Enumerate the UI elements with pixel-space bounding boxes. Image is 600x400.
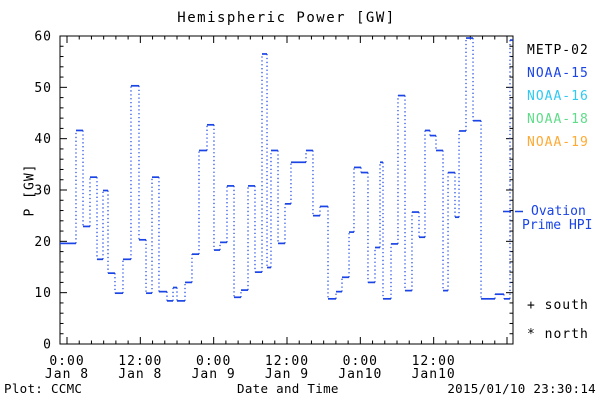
legend-item-noaa-16: NOAA-16	[527, 89, 589, 104]
svg-text:0:00: 0:00	[196, 354, 231, 369]
svg-text:Jan 9: Jan 9	[265, 367, 309, 382]
legend-item-metp-02: METP-02	[527, 43, 589, 58]
footer: Plot: CCMC Date and Time 2015/01/10 23:3…	[0, 381, 600, 397]
svg-text:12:00: 12:00	[265, 354, 309, 369]
svg-text:0:00: 0:00	[49, 354, 84, 369]
svg-text:50: 50	[34, 81, 52, 96]
model-legend-text1: Ovation	[531, 204, 586, 219]
svg-text:12:00: 12:00	[412, 354, 456, 369]
marker-north: * north	[527, 327, 589, 342]
svg-text:Jan 8: Jan 8	[45, 367, 89, 382]
svg-text:30: 30	[34, 184, 52, 199]
satellite-legend: METP-02 NOAA-15 NOAA-16 NOAA-18 NOAA-19	[527, 44, 589, 159]
dashed-line-sample	[503, 210, 526, 213]
svg-text:12:00: 12:00	[118, 354, 162, 369]
svg-text:60: 60	[34, 30, 52, 45]
model-legend: Ovation Prime HPI	[503, 205, 592, 233]
svg-text:Jan 9: Jan 9	[192, 367, 236, 382]
footer-timestamp: 2015/01/10 23:30:14	[447, 381, 596, 396]
svg-text:0:00: 0:00	[343, 354, 378, 369]
legend-item-noaa-18: NOAA-18	[527, 112, 589, 127]
svg-text:Jan10: Jan10	[412, 367, 456, 382]
svg-text:Jan 8: Jan 8	[118, 367, 162, 382]
svg-text:0: 0	[43, 338, 52, 353]
x-axis-label: Date and Time	[237, 381, 339, 396]
model-legend-text2: Prime HPI	[522, 218, 593, 233]
model-legend-line1: Ovation	[503, 205, 592, 219]
svg-text:Jan10: Jan10	[338, 367, 382, 382]
hemisphere-markers: + south * north	[527, 299, 589, 357]
svg-text:10: 10	[34, 286, 52, 301]
svg-text:40: 40	[34, 132, 52, 147]
svg-text:20: 20	[34, 235, 52, 250]
chart-title: Hemispheric Power [GW]	[177, 10, 396, 26]
y-axis-label: P [GW]	[22, 163, 38, 217]
legend-item-noaa-15: NOAA-15	[527, 66, 589, 81]
legend-item-noaa-19: NOAA-19	[527, 135, 589, 150]
footer-plot-source: Plot: CCMC	[4, 381, 83, 396]
marker-south: + south	[527, 298, 589, 313]
